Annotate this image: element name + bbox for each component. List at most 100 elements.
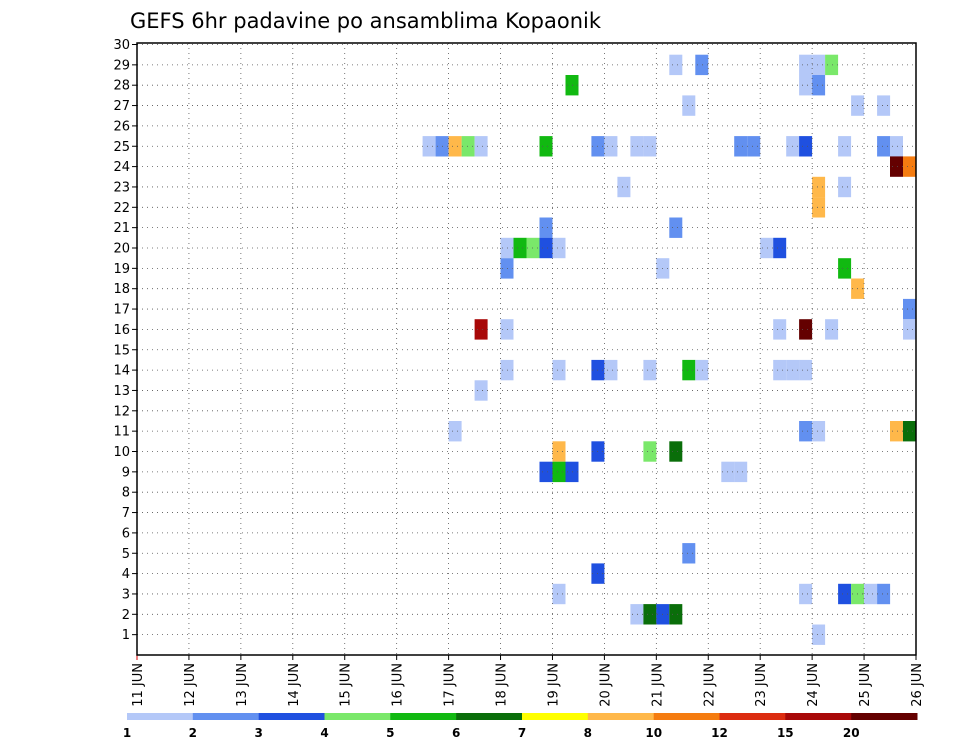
heatmap-cell [799,359,813,381]
heatmap-cell [552,359,566,381]
colorbar-label: 15 [777,726,794,740]
heatmap-cell [552,441,566,462]
heatmap-cell [539,237,553,259]
y-tick-label: 18 [113,282,130,297]
heatmap-cell [617,176,631,198]
heatmap-cell [539,136,553,157]
y-tick-label: 30 [113,38,130,53]
heatmap-cell [643,136,657,157]
heatmap-cell [773,319,787,340]
heatmap-cell [903,319,916,340]
heatmap-cell [799,421,813,442]
heatmap-cell [474,319,488,340]
heatmap-cell [734,461,748,483]
x-tick-label: 18 JUN [495,663,510,707]
y-tick-label: 9 [122,465,130,480]
heatmap-cell [604,136,618,157]
y-tick-label: 8 [122,486,130,501]
heatmap-cell [630,136,644,157]
heatmap-cell [747,136,761,157]
y-axis-ticks: 1234567891011121314151617181920212223242… [113,38,137,643]
heatmap-cells [422,54,916,645]
colorbar-segment [587,713,655,720]
y-tick-label: 4 [122,567,130,582]
y-tick-label: 29 [113,58,130,73]
heatmap-cell [864,583,878,605]
colorbar-label: 20 [843,726,860,740]
colorbar-label: 1 [123,726,131,740]
grid-lines [136,43,917,655]
heatmap-cell [448,421,462,442]
heatmap-cell [669,54,683,76]
y-tick-label: 24 [113,160,130,175]
heatmap-cell [838,176,852,198]
x-tick-label: 14 JUN [287,663,302,707]
heatmap-cell [812,75,826,96]
x-tick-label: 21 JUN [650,663,665,707]
chart-title: GEFS 6hr padavine po ansamblima Kopaonik [130,9,602,33]
y-tick-label: 10 [113,445,130,460]
y-tick-label: 25 [113,140,130,155]
heatmap-cell [643,604,657,625]
heatmap-cell [838,136,852,157]
plot-frame [136,42,917,656]
heatmap-cell [799,136,813,157]
colorbar-label: 3 [255,726,263,740]
heatmap-cell [838,258,852,279]
heatmap-cell [877,583,891,605]
heatmap-cell [812,197,826,218]
y-tick-label: 6 [122,526,130,541]
y-tick-label: 17 [113,303,130,318]
y-tick-label: 2 [122,608,130,623]
colorbar-segment [719,713,786,720]
heatmap-cell [812,421,826,442]
heatmap-cell [604,359,618,381]
heatmap-cell [513,237,527,259]
x-tick-label: 13 JUN [235,663,250,707]
heatmap-cell [812,54,826,76]
x-tick-label: 20 JUN [598,663,613,707]
heatmap-cell [643,441,657,462]
colorbar-segment [390,713,457,720]
heatmap-cell [669,604,683,625]
colorbar: 1 2 3 4 5 6 7 8 10 12 15 20 [123,713,918,740]
colorbar-label: 5 [386,726,394,740]
x-tick-label: 16 JUN [391,663,406,707]
colorbar-segment [785,713,852,720]
y-tick-label: 11 [113,425,130,440]
x-tick-label: 23 JUN [754,663,769,707]
heatmap-cell [539,461,553,483]
heatmap-cell [422,136,436,157]
heatmap-cell [552,583,566,605]
x-tick-label: 25 JUN [858,663,873,707]
heatmap-cell [552,237,566,259]
colorbar-label: 12 [711,726,728,740]
heatmap-cell [877,136,891,157]
y-tick-label: 27 [113,99,130,114]
y-tick-label: 21 [113,221,130,236]
x-tick-label: 11 JUN [131,663,146,707]
y-tick-label: 19 [113,262,130,277]
heatmap-cell [474,380,488,401]
heatmap-cell [682,95,696,116]
y-tick-label: 5 [122,547,130,562]
colorbar-segment [324,713,391,720]
heatmap-cell [461,136,475,157]
heatmap-cell [903,421,916,442]
heatmap-cell [799,54,813,76]
colorbar-segment [127,713,194,720]
heatmap-cell [890,136,903,157]
x-axis-ticks: 11 JUN 12 JUN 13 JUN 14 JUN 15 JUN 16 JUN 17 J… [131,655,925,707]
heatmap-cell [669,217,683,238]
y-tick-label: 28 [113,79,130,94]
colorbar-label: 6 [452,726,460,740]
heatmap-cell [877,95,891,116]
heatmap-cell [682,543,696,564]
y-tick-label: 13 [113,384,130,399]
heatmap-cell [799,75,813,96]
heatmap-cell [825,319,839,340]
y-tick-label: 15 [113,343,130,358]
heatmap-cell [903,156,916,177]
heatmap-cell [812,176,826,198]
